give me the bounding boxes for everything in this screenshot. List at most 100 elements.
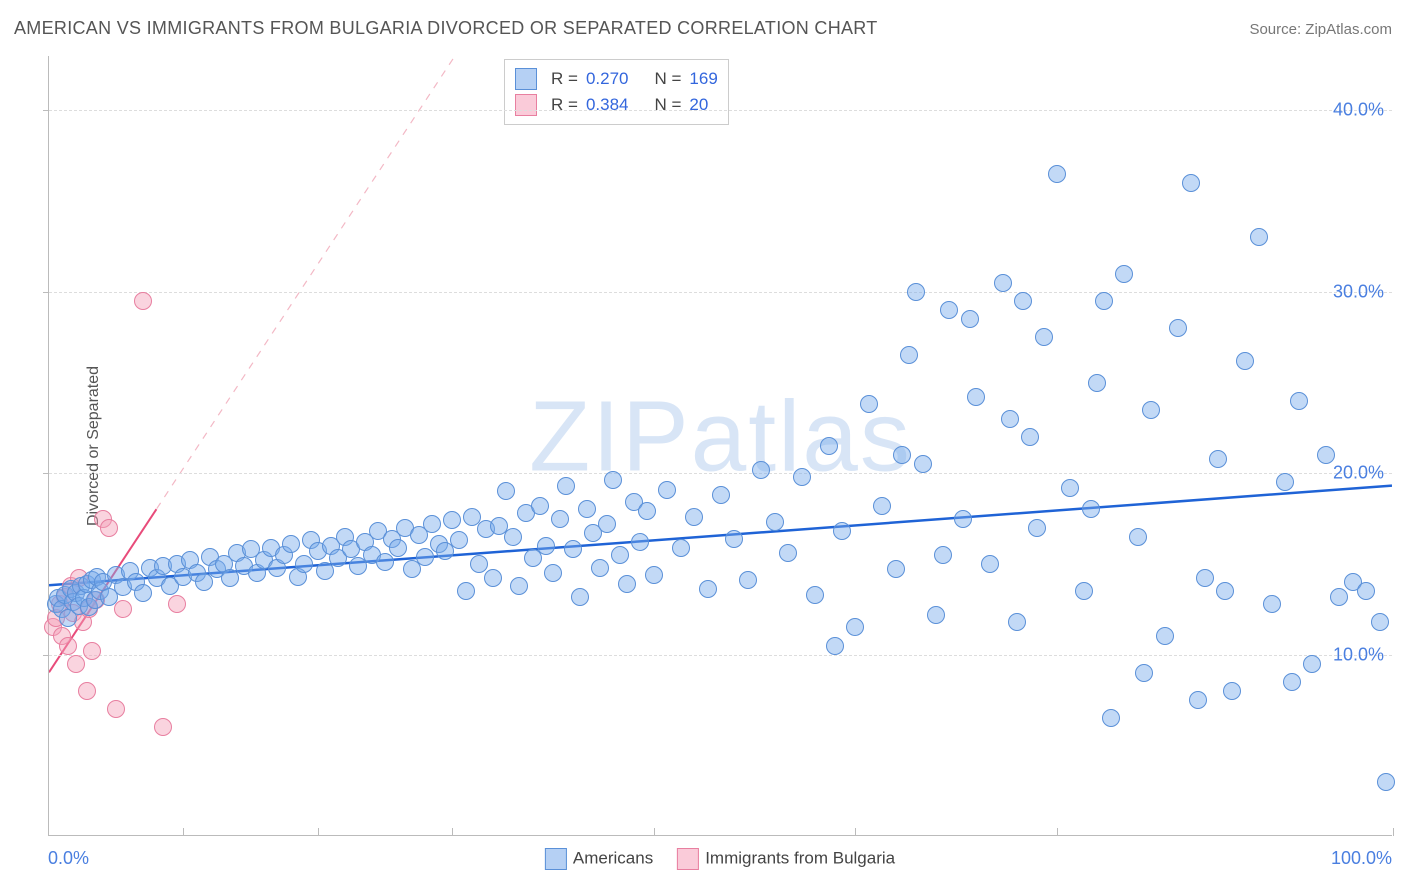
stats-legend-row: R = 0.384N = 20 bbox=[515, 92, 718, 118]
americans-point bbox=[1035, 328, 1053, 346]
americans-point bbox=[752, 461, 770, 479]
americans-point bbox=[504, 528, 522, 546]
legend-swatch bbox=[677, 848, 699, 870]
plot-wrap: Divorced or Separated ZIPatlas R = 0.270… bbox=[48, 56, 1392, 836]
x-tick bbox=[855, 828, 856, 836]
americans-point bbox=[914, 455, 932, 473]
americans-point bbox=[672, 539, 690, 557]
series-legend-item: Americans bbox=[545, 848, 653, 870]
americans-point bbox=[940, 301, 958, 319]
americans-point bbox=[1142, 401, 1160, 419]
legend-label: Americans bbox=[573, 848, 653, 867]
americans-point bbox=[725, 530, 743, 548]
legend-n-label: N = bbox=[654, 92, 681, 118]
americans-point bbox=[826, 637, 844, 655]
x-axis-max-label: 100.0% bbox=[1331, 848, 1392, 869]
americans-point bbox=[1357, 582, 1375, 600]
americans-point bbox=[846, 618, 864, 636]
y-tick bbox=[43, 110, 49, 111]
x-tick bbox=[1393, 828, 1394, 836]
americans-point bbox=[598, 515, 616, 533]
x-tick bbox=[452, 828, 453, 836]
americans-point bbox=[484, 569, 502, 587]
americans-point bbox=[295, 555, 313, 573]
americans-point bbox=[1129, 528, 1147, 546]
americans-point bbox=[638, 502, 656, 520]
americans-point bbox=[1303, 655, 1321, 673]
americans-point bbox=[1371, 613, 1389, 631]
americans-point bbox=[954, 510, 972, 528]
americans-point bbox=[1377, 773, 1395, 791]
x-tick bbox=[654, 828, 655, 836]
americans-point bbox=[591, 559, 609, 577]
americans-point bbox=[967, 388, 985, 406]
americans-point bbox=[779, 544, 797, 562]
americans-point bbox=[1135, 664, 1153, 682]
americans-point bbox=[611, 546, 629, 564]
chart-title: AMERICAN VS IMMIGRANTS FROM BULGARIA DIV… bbox=[14, 18, 878, 39]
americans-point bbox=[699, 580, 717, 598]
americans-point bbox=[1276, 473, 1294, 491]
americans-point bbox=[833, 522, 851, 540]
americans-point bbox=[806, 586, 824, 604]
americans-point bbox=[1082, 500, 1100, 518]
gridline bbox=[49, 292, 1392, 293]
americans-point bbox=[793, 468, 811, 486]
americans-point bbox=[510, 577, 528, 595]
legend-r-value: 0.270 bbox=[586, 66, 629, 92]
legend-n-value: 169 bbox=[689, 66, 717, 92]
x-tick bbox=[318, 828, 319, 836]
watermark: ZIPatlas bbox=[529, 379, 912, 494]
americans-point bbox=[1061, 479, 1079, 497]
americans-point bbox=[1283, 673, 1301, 691]
americans-point bbox=[1048, 165, 1066, 183]
americans-point bbox=[1008, 613, 1026, 631]
americans-point bbox=[544, 564, 562, 582]
bulgaria-point bbox=[168, 595, 186, 613]
americans-point bbox=[423, 515, 441, 533]
americans-point bbox=[685, 508, 703, 526]
legend-swatch bbox=[515, 68, 537, 90]
americans-point bbox=[537, 537, 555, 555]
americans-point bbox=[1102, 709, 1120, 727]
americans-point bbox=[470, 555, 488, 573]
americans-point bbox=[1021, 428, 1039, 446]
legend-n-label: N = bbox=[654, 66, 681, 92]
americans-point bbox=[820, 437, 838, 455]
americans-point bbox=[1169, 319, 1187, 337]
americans-point bbox=[1236, 352, 1254, 370]
americans-point bbox=[134, 584, 152, 602]
x-tick bbox=[183, 828, 184, 836]
y-tick bbox=[43, 473, 49, 474]
trend-lines bbox=[49, 56, 1392, 835]
bulgaria-point bbox=[114, 600, 132, 618]
americans-point bbox=[1115, 265, 1133, 283]
americans-point bbox=[551, 510, 569, 528]
americans-point bbox=[457, 582, 475, 600]
americans-point bbox=[1330, 588, 1348, 606]
americans-point bbox=[1250, 228, 1268, 246]
x-tick bbox=[1057, 828, 1058, 836]
legend-r-value: 0.384 bbox=[586, 92, 629, 118]
gridline bbox=[49, 110, 1392, 111]
y-tick-label: 30.0% bbox=[1333, 281, 1384, 302]
americans-point bbox=[887, 560, 905, 578]
americans-point bbox=[1196, 569, 1214, 587]
americans-point bbox=[1317, 446, 1335, 464]
americans-point bbox=[712, 486, 730, 504]
legend-swatch bbox=[515, 94, 537, 116]
y-tick bbox=[43, 292, 49, 293]
americans-point bbox=[766, 513, 784, 531]
gridline bbox=[49, 473, 1392, 474]
americans-point bbox=[376, 553, 394, 571]
americans-point bbox=[1156, 627, 1174, 645]
americans-point bbox=[1290, 392, 1308, 410]
y-tick bbox=[43, 655, 49, 656]
americans-point bbox=[604, 471, 622, 489]
americans-point bbox=[497, 482, 515, 500]
americans-point bbox=[443, 511, 461, 529]
stats-legend: R = 0.270N = 169R = 0.384N = 20 bbox=[504, 59, 729, 125]
americans-point bbox=[927, 606, 945, 624]
bulgaria-point bbox=[59, 637, 77, 655]
series-legend: AmericansImmigrants from Bulgaria bbox=[545, 848, 895, 870]
